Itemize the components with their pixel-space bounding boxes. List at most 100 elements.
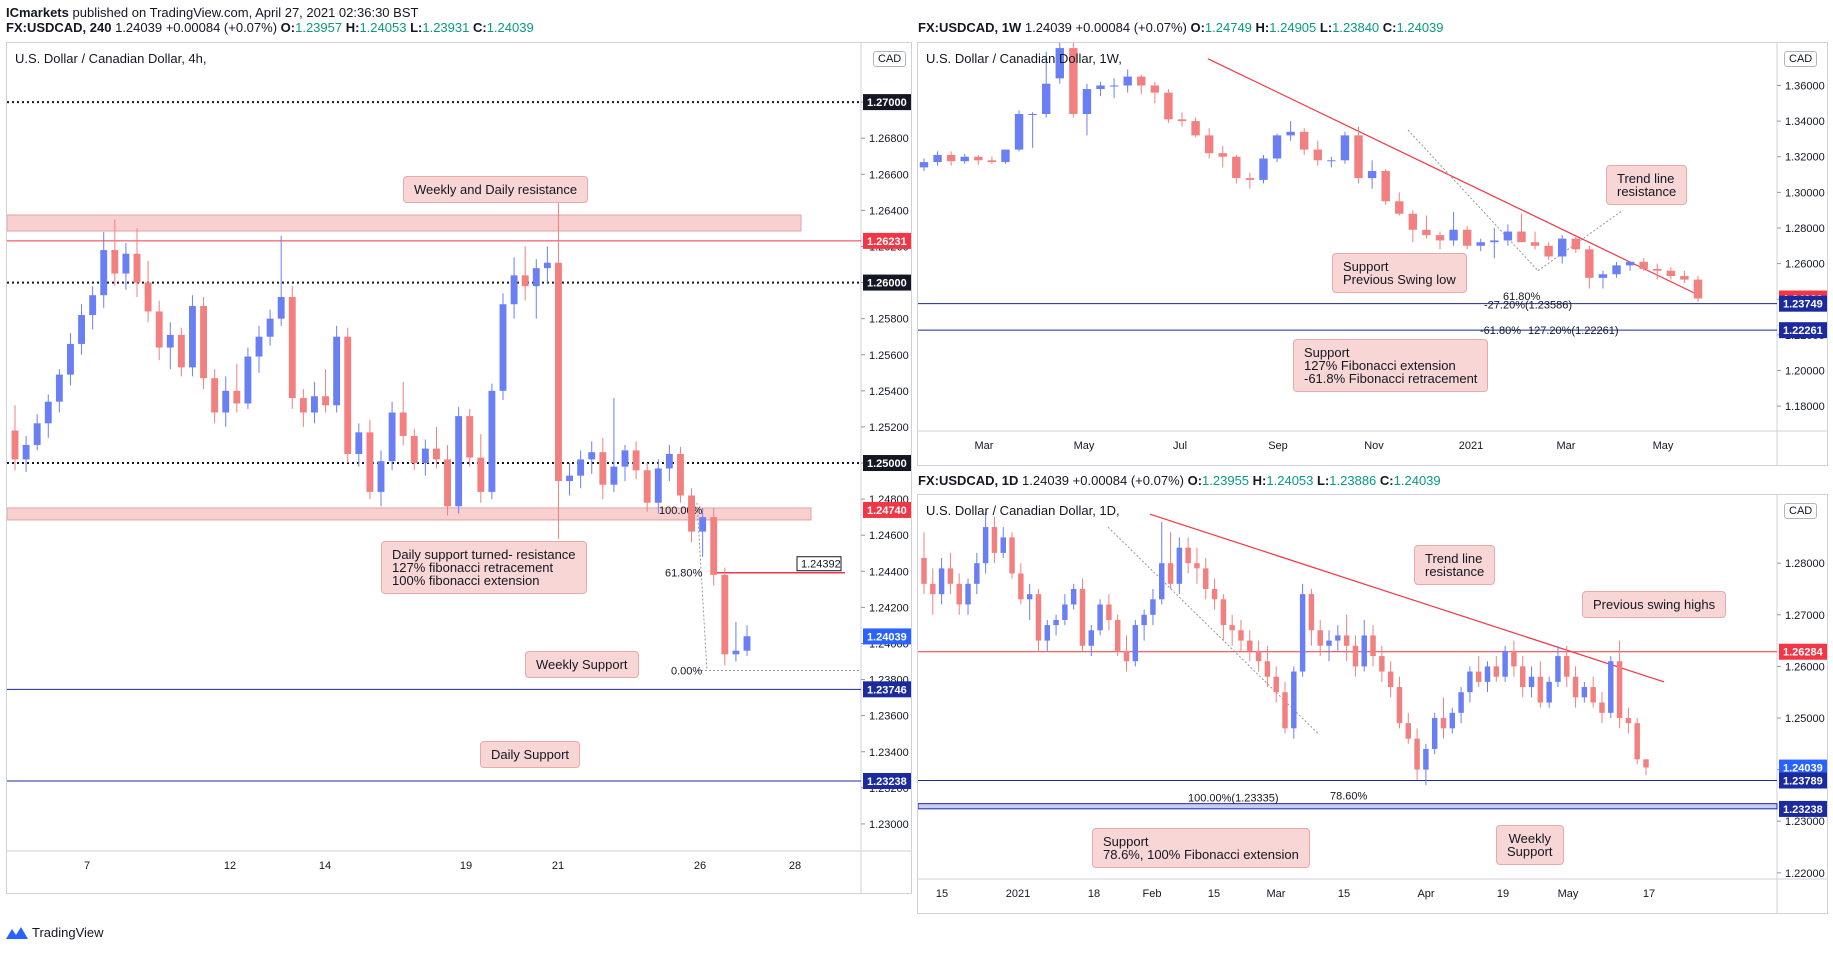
x-tick-label: 19 — [1497, 888, 1509, 900]
annotation-daily-support[interactable]: Daily Support — [480, 741, 581, 768]
y-tick-label: 1.32000 — [1785, 152, 1825, 164]
left-high: 1.24053 — [359, 20, 407, 35]
left-o-label: O: — [280, 20, 296, 35]
candle-body — [1286, 131, 1295, 136]
tradingview-icon — [6, 926, 28, 939]
candle-body — [1449, 229, 1458, 241]
x-tick-label: Mar — [1267, 888, 1286, 900]
rt-c-label: C: — [1382, 20, 1397, 35]
candle-body — [1000, 537, 1006, 553]
candle-body — [322, 396, 329, 406]
candle-body — [1396, 687, 1403, 724]
rt-close: 1.24039 — [1396, 20, 1444, 35]
price-tag: 1.26231 — [867, 236, 907, 248]
y-tick-label: 1.25400 — [869, 386, 909, 398]
y-tick-label: 1.23600 — [869, 711, 909, 723]
candle-body — [1308, 594, 1315, 631]
candle-body — [355, 432, 363, 454]
annotation-line: 78.6%, 100% Fibonacci extension — [1103, 847, 1299, 862]
annotation-support-fib[interactable]: Support 127% Fibonacci extension -61.8% … — [1293, 339, 1489, 392]
candle-body — [1599, 702, 1605, 713]
candle-body — [1585, 249, 1594, 278]
candle-body — [1232, 156, 1241, 179]
candle-body — [974, 563, 980, 584]
candle-body — [677, 454, 684, 496]
price-tag: 1.24039 — [1783, 763, 1823, 775]
annotation-line: Support — [1304, 345, 1350, 360]
candle-body — [543, 262, 551, 269]
candle-body — [1220, 599, 1227, 626]
x-tick-label: Feb — [1143, 888, 1162, 900]
chart-4h-svg: 1.270001.268001.266001.264001.262001.260… — [7, 43, 911, 893]
candle-body — [1014, 113, 1024, 150]
annotation-line: Support — [1343, 259, 1389, 274]
annotation-line: Daily support turned- resistance — [392, 547, 576, 562]
candle-body — [1150, 599, 1156, 615]
candle-body — [1354, 135, 1363, 179]
price-tag-bg — [863, 232, 911, 249]
currency-badge[interactable]: CAD — [1784, 51, 1818, 67]
candle-body — [1546, 681, 1552, 703]
left-l-label: L: — [410, 20, 423, 35]
annotation-weekly-daily-resistance[interactable]: Weekly and Daily resistance — [403, 176, 589, 203]
candle-body — [956, 583, 962, 605]
annotation-trend-line-resistance[interactable]: Trend line resistance — [1606, 165, 1688, 205]
trend-line — [1207, 58, 1699, 296]
candle-body — [1299, 594, 1306, 672]
x-tick-label: May — [1653, 440, 1674, 452]
price-tag: 1.24740 — [867, 505, 907, 517]
candle-body — [1218, 153, 1227, 157]
candle-body — [947, 568, 954, 584]
candle-body — [1475, 671, 1482, 682]
candle-body — [266, 318, 274, 337]
candle-body — [1343, 635, 1350, 646]
candle-body — [1484, 666, 1491, 682]
candle-body — [100, 250, 108, 296]
published-date: published on TradingView.com, April 27, … — [72, 5, 419, 20]
price-tag-bg — [863, 455, 911, 472]
candle-body — [1150, 85, 1160, 93]
fib-100-label: 100.00% — [659, 505, 703, 517]
candle-body — [1590, 687, 1596, 703]
tradingview-logo[interactable]: TradingView — [6, 925, 104, 940]
annotation-weekly-support[interactable]: Weekly Support — [1496, 825, 1564, 865]
annotation-weekly-support[interactable]: Weekly Support — [525, 651, 639, 678]
chart-4h[interactable]: 1.270001.268001.266001.264001.262001.260… — [6, 42, 912, 894]
price-tag-bg — [863, 628, 911, 645]
candle-body — [1291, 671, 1297, 729]
candle-body — [1414, 738, 1420, 770]
candle-body — [960, 156, 969, 162]
candle-body — [521, 275, 529, 287]
chart-1w[interactable]: 1.36000 1.34000 1.32000 1.30000 1.28000 1.260… — [917, 42, 1828, 466]
currency-badge[interactable]: CAD — [1784, 503, 1818, 519]
annotation-daily-support-resistance[interactable]: Daily support turned- resistance 127% fi… — [381, 541, 587, 594]
currency-badge[interactable]: CAD — [873, 51, 907, 67]
candle-body — [1191, 121, 1200, 136]
y-tick-label: 1.25800 — [869, 314, 909, 326]
annotation-support-786[interactable]: Support 78.6%, 100% Fibonacci extension — [1092, 828, 1310, 868]
price-tag: 1.23238 — [1783, 804, 1823, 816]
candle-body — [1367, 170, 1377, 179]
left-c-label: C: — [472, 20, 487, 35]
candle-body — [1520, 666, 1526, 688]
annotation-trend-line-resistance[interactable]: Trend line resistance — [1414, 545, 1496, 585]
candle-body — [599, 452, 607, 485]
annotation-previous-swing-highs[interactable]: Previous swing highs — [1582, 591, 1727, 618]
candle-body — [1625, 261, 1635, 266]
trend-line — [1149, 513, 1665, 683]
price-tag: 1.27000 — [867, 97, 907, 109]
rt-symbol: FX:USDCAD, 1W — [918, 20, 1022, 35]
chart-1d[interactable]: 1.280001.270001.260001.250001.240001.230… — [917, 494, 1828, 914]
candle-body — [946, 154, 956, 162]
publisher-name: ICmarkets — [6, 5, 69, 20]
rt-o-label: O: — [1190, 20, 1205, 35]
annotation-support-prev-swing-low[interactable]: Support Previous Swing low — [1332, 253, 1467, 293]
candle-body — [1326, 640, 1332, 646]
candle-body — [1229, 625, 1235, 631]
candle-body — [455, 416, 463, 507]
x-tick-label: Sep — [1268, 440, 1288, 452]
candle-body — [654, 468, 662, 503]
candle-body — [933, 154, 942, 163]
candle-body — [1502, 650, 1508, 677]
candle-body — [1511, 650, 1517, 667]
